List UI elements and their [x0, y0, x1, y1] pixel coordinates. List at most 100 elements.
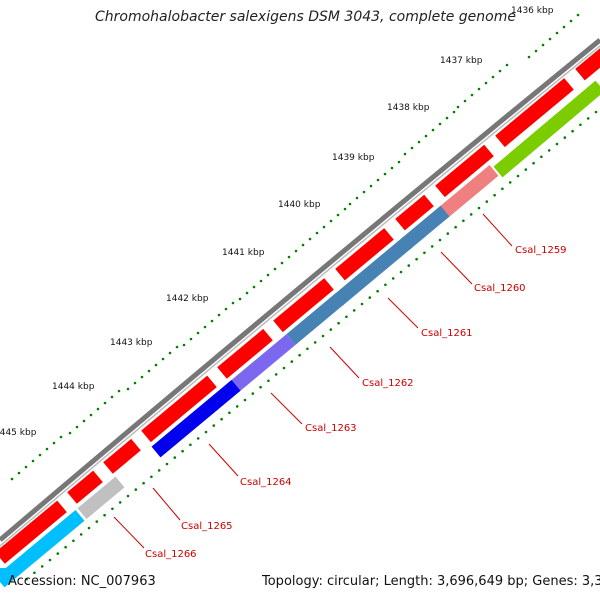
inner-tick-dot [79, 533, 83, 536]
tick-dot [140, 375, 144, 379]
green-gene-segment [493, 80, 600, 178]
tick-dot [17, 471, 21, 475]
gene-label: Csal_1259 [515, 245, 567, 256]
tick-dot [52, 441, 56, 445]
corner-marker [0, 568, 6, 576]
inner-tick-dot [95, 520, 99, 523]
tick-dot [294, 249, 298, 253]
tick-label: 1441 kbp [222, 248, 265, 258]
cds-red-segment [217, 328, 273, 379]
inner-tick-dot [173, 456, 177, 459]
tick-dot [376, 178, 380, 182]
tick-label: 1439 kbp [332, 153, 375, 163]
inner-tick-dot [579, 123, 582, 127]
inner-tick-dot [87, 526, 91, 530]
tick-dot [491, 75, 495, 79]
inner-tick-dot [540, 155, 543, 159]
tick-dot [452, 110, 456, 114]
tick-dot [343, 207, 347, 211]
tick-label: 1436 kbp [511, 6, 554, 16]
inner-tick-dot [189, 443, 192, 447]
tick-dot [463, 99, 467, 103]
inner-tick-dot [204, 430, 208, 434]
tick-dot [424, 134, 428, 138]
tick-label: 1443 kbp [110, 338, 153, 348]
tick-dot [252, 285, 256, 289]
gene-segment [286, 293, 345, 345]
tick-dot [196, 331, 200, 335]
tick-dot [362, 190, 366, 194]
inner-tick-dot [337, 321, 340, 325]
inner-tick-dot [306, 347, 309, 351]
tick-dot [308, 237, 312, 241]
gene-segment [151, 379, 241, 458]
tick-dot [484, 81, 488, 85]
tick-dot [38, 453, 42, 457]
inner-tick-dot [212, 424, 216, 427]
tick-dot [96, 407, 100, 411]
tick-dot [477, 87, 481, 91]
inner-tick-dot [267, 379, 270, 383]
tick-dot [68, 431, 72, 435]
tick-dot [154, 363, 158, 367]
tick-dot [403, 152, 407, 156]
tick-dot [259, 279, 263, 283]
tick-label: 1445 kbp [0, 428, 37, 438]
tick-dot [315, 231, 319, 235]
tick-dot [110, 395, 114, 399]
inner-tick-dot [547, 149, 551, 152]
gene-segment [435, 164, 499, 221]
tick-dot [203, 325, 207, 329]
inner-tick-dot [407, 264, 411, 267]
cds-red-segment [335, 228, 394, 281]
tick-dot [569, 19, 573, 23]
tick-dot [336, 213, 340, 217]
inner-tick-dot [33, 571, 36, 575]
tick-label: 1444 kbp [52, 382, 95, 392]
gene-leader-line [152, 487, 181, 521]
tick-dot [133, 381, 137, 385]
tick-dot [103, 401, 107, 405]
inner-tick-dot [594, 110, 598, 114]
cds-red-segment [273, 278, 334, 333]
inner-tick-dot [134, 488, 138, 491]
tick-dot [10, 477, 14, 481]
tick-dot [369, 184, 373, 188]
tick-dot [231, 301, 235, 305]
tick-dot [217, 313, 221, 317]
backbone-inner [0, 45, 600, 547]
inner-tick-dot [150, 475, 153, 479]
gene-label: Csal_1264 [240, 477, 292, 488]
tick-dot [224, 307, 228, 311]
tick-dot [238, 297, 242, 301]
inner-tick-dot [446, 232, 450, 235]
tick-dot [301, 243, 305, 247]
inner-tick-dot [56, 552, 60, 555]
tick-dot [126, 387, 130, 391]
tick-dot [456, 105, 460, 109]
inner-tick-dot [469, 213, 473, 216]
gene-segment [0, 509, 85, 588]
inner-tick-dot [298, 353, 301, 357]
gene-segment [400, 205, 450, 250]
tick-dot [548, 37, 552, 41]
inner-tick-dot [259, 385, 262, 389]
gene-leader-line [329, 346, 360, 379]
cds-red-segment [0, 500, 67, 564]
tick-dot [470, 93, 474, 97]
tick-dot [541, 43, 545, 47]
gene-segment [227, 334, 296, 395]
inner-tick-dot [423, 251, 426, 255]
inner-tick-dot [352, 309, 356, 312]
inner-tick-dot [485, 200, 489, 203]
tick-dot [31, 459, 35, 463]
inner-tick-dot [368, 296, 372, 299]
tick-dot [280, 261, 284, 265]
cds-red-segment [103, 438, 141, 474]
tick-dot [397, 160, 401, 164]
cds-red-segment [141, 375, 217, 443]
tick-dot [383, 172, 387, 176]
inner-tick-dot [321, 334, 325, 338]
inner-tick-dot [524, 168, 528, 171]
